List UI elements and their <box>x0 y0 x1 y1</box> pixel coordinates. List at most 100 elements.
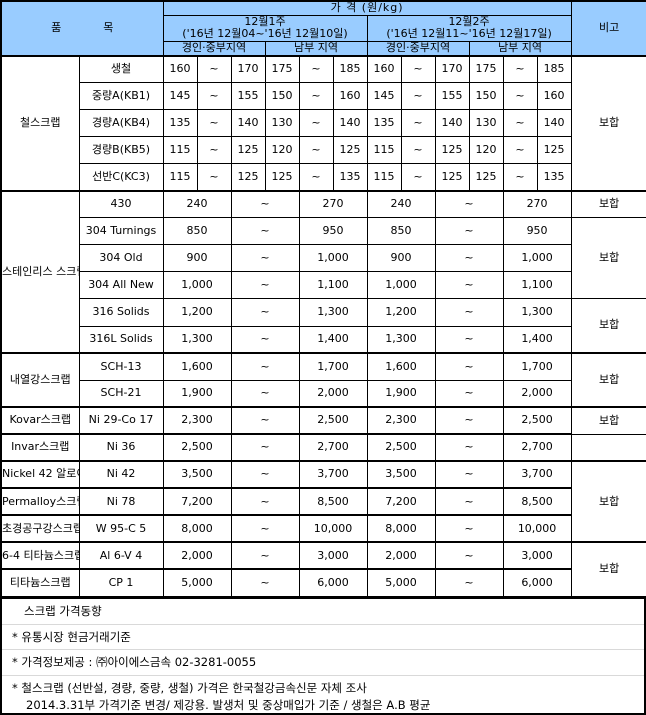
table-row: 304 Old 900 ~1,000 900 ~1,000 <box>1 244 646 273</box>
price-high: 160 <box>332 82 368 111</box>
range-tilde: ~ <box>434 298 504 327</box>
price-low: 150 <box>468 82 504 111</box>
range-tilde: ~ <box>230 298 300 327</box>
range-tilde: ~ <box>196 136 232 165</box>
price-high: 170 <box>230 54 266 84</box>
price-low: 2,300 <box>366 406 436 435</box>
price-low: 8,000 <box>162 514 232 543</box>
price-low: 115 <box>162 163 198 192</box>
price-high: 140 <box>434 109 470 138</box>
range-tilde: ~ <box>196 54 232 84</box>
price-high: 125 <box>230 136 266 165</box>
range-tilde: ~ <box>230 541 300 570</box>
price-low: 130 <box>468 109 504 138</box>
range-tilde: ~ <box>400 109 436 138</box>
item-cell: W 95-C 5 <box>78 514 164 543</box>
price-high: 950 <box>298 217 368 246</box>
price-low: 1,600 <box>162 352 232 381</box>
table-row: Invar스크랩 Ni 36 2,500 ~2,700 2,500 ~2,700 <box>0 433 646 462</box>
header-period-2: 12월2주 ('16년 12월11~'16년 12월17일) <box>366 14 572 42</box>
price-low: 125 <box>468 163 504 192</box>
price-low: 240 <box>366 189 436 219</box>
price-low: 2,300 <box>162 406 232 435</box>
item-cell: 경량B(KB5) <box>78 136 164 165</box>
category-cell: 스테인리스 스크랩 <box>0 189 80 354</box>
range-tilde: ~ <box>502 109 538 138</box>
price-high: 160 <box>536 82 572 111</box>
item-cell: Ni 36 <box>78 433 164 462</box>
price-low: 1,200 <box>366 298 436 327</box>
range-tilde: ~ <box>400 136 436 165</box>
range-tilde: ~ <box>230 460 300 489</box>
item-cell: 304 All New <box>78 271 164 300</box>
price-low: 3,500 <box>366 460 436 489</box>
price-low: 2,500 <box>162 433 232 462</box>
price-low: 120 <box>468 136 504 165</box>
price-high: 1,400 <box>298 325 368 354</box>
range-tilde: ~ <box>434 325 504 354</box>
price-high: 3,000 <box>502 541 572 570</box>
price-high: 1,700 <box>298 352 368 381</box>
price-low: 3,500 <box>162 460 232 489</box>
header-row-regions: 경인·중부지역 남부 지역 경인·중부지역 남부 지역 <box>1 40 646 57</box>
price-high: 1,400 <box>502 325 572 354</box>
range-tilde: ~ <box>230 379 300 408</box>
price-high: 1,300 <box>502 298 572 327</box>
price-low: 1,900 <box>366 379 436 408</box>
price-low: 5,000 <box>162 568 232 598</box>
price-high: 270 <box>502 189 572 219</box>
header-region-1-2: 남부 지역 <box>264 40 368 57</box>
range-tilde: ~ <box>230 406 300 435</box>
range-tilde: ~ <box>434 541 504 570</box>
header-row-title: 품 목 가 격 (원/kg) 비고 <box>0 0 646 57</box>
table-row: Permalloy스크랩 Ni 78 7,200 ~8,500 7,200 ~8,500 <box>0 487 646 516</box>
range-tilde: ~ <box>298 54 334 84</box>
range-tilde: ~ <box>434 271 504 300</box>
price-high: 140 <box>230 109 266 138</box>
category-cell: 6-4 티타늄스크랩 <box>0 541 80 570</box>
period-1-name: 12월1주 <box>244 15 286 28</box>
table-row: 316 Solids 1,200 ~1,300 1,200 ~1,300 보합 <box>1 298 646 354</box>
price-high: 2,500 <box>502 406 572 435</box>
price-low: 850 <box>366 217 436 246</box>
item-cell: SCH-21 <box>78 379 164 408</box>
price-low: 125 <box>264 163 300 192</box>
scrap-price-table: 품 목 가 격 (원/kg) 비고 12월1주 ('16년 12월04~'16년… <box>0 0 646 598</box>
price-high: 155 <box>434 82 470 111</box>
table-row: 내열강스크랩 SCH-13 1,600 ~1,700 1,600 ~1,700 보합 <box>0 352 646 408</box>
header-product: 품 목 <box>0 0 164 57</box>
price-high: 3,700 <box>298 460 368 489</box>
range-tilde: ~ <box>434 244 504 273</box>
table-row: 경량B(KB5) 115 ~125 120 ~125 115 ~125 120 ~125 <box>1 136 646 165</box>
range-tilde: ~ <box>434 568 504 598</box>
range-tilde: ~ <box>298 136 334 165</box>
table-row: 304 All New 1,000 ~1,100 1,000 ~1,100 <box>1 271 646 300</box>
range-tilde: ~ <box>230 568 300 598</box>
range-tilde: ~ <box>400 82 436 111</box>
table-row: 선반C(KC3) 115 ~125 125 ~135 115 ~125 125 ~135 <box>1 163 646 192</box>
item-cell: Ni 29-Co 17 <box>78 406 164 435</box>
price-low: 115 <box>366 163 402 192</box>
header-product-main: 품 <box>51 20 62 34</box>
item-cell: 중량A(KB1) <box>78 82 164 111</box>
range-tilde: ~ <box>434 352 504 381</box>
table-row: 중량A(KB1) 145 ~155 150 ~160 145 ~155 150 ~160 <box>1 82 646 111</box>
range-tilde: ~ <box>400 163 436 192</box>
price-low: 2,000 <box>162 541 232 570</box>
range-tilde: ~ <box>298 109 334 138</box>
period-1-range: ('16년 12월04~'16년 12월10일) <box>182 27 348 41</box>
price-low: 900 <box>366 244 436 273</box>
header-region-2-2: 남부 지역 <box>468 40 572 57</box>
price-low: 240 <box>162 189 232 219</box>
range-tilde: ~ <box>230 217 300 246</box>
table-row: Nickel 42 알로이스크랩Ni 423,500~3,7003,500~3,… <box>0 460 646 543</box>
range-tilde: ~ <box>434 487 504 516</box>
range-tilde: ~ <box>230 433 300 462</box>
price-low: 115 <box>162 136 198 165</box>
price-low: 8,000 <box>366 514 436 543</box>
range-tilde: ~ <box>230 514 300 543</box>
price-low: 160 <box>162 54 198 84</box>
header-region-2-1: 경인·중부지역 <box>366 40 470 57</box>
price-high: 1,000 <box>298 244 368 273</box>
